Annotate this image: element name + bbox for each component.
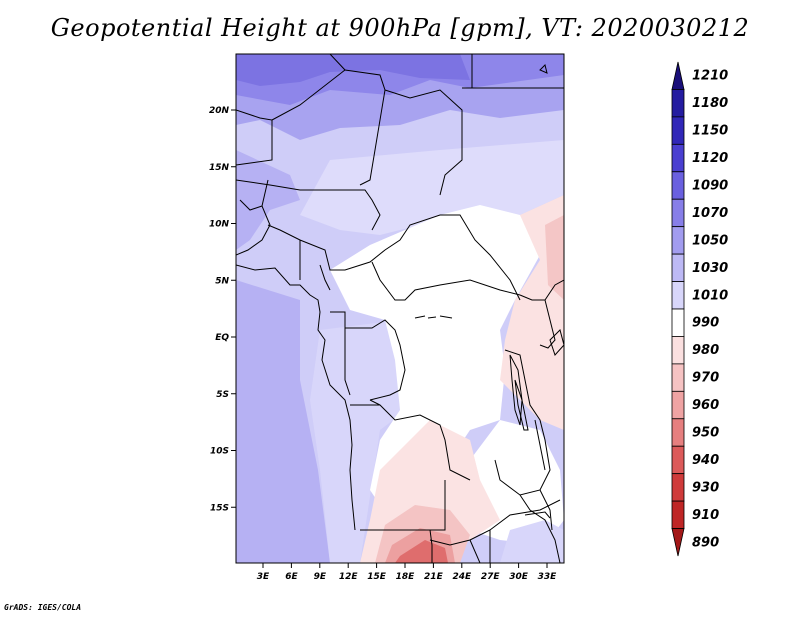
lake-outline bbox=[534, 419, 546, 471]
colorbar-label: 890 bbox=[692, 535, 719, 550]
lon-tick-label: 30E bbox=[509, 572, 529, 582]
colorbar-label: 1120 bbox=[692, 151, 728, 166]
lake-outline bbox=[509, 354, 523, 426]
lon-tick-label: 6E bbox=[285, 572, 298, 582]
lat-tick-label: 5N bbox=[215, 276, 229, 286]
colorbar-label: 1090 bbox=[692, 179, 728, 194]
colorbar-swatch bbox=[671, 143, 685, 173]
height-field bbox=[236, 54, 564, 563]
lat-tick-label: 15S bbox=[210, 503, 229, 513]
colorbar-swatch bbox=[671, 418, 685, 447]
lat-tick-label: 10N bbox=[209, 220, 230, 230]
border-line bbox=[469, 539, 481, 563]
river-marks bbox=[414, 315, 453, 319]
coast-detail bbox=[539, 64, 548, 74]
border-line bbox=[350, 404, 471, 481]
lat-tick-label: 15N bbox=[209, 163, 230, 173]
field-light-west bbox=[310, 320, 420, 563]
colorbar-swatch bbox=[671, 473, 685, 502]
colorbar-label: 940 bbox=[692, 453, 719, 468]
border-line bbox=[319, 264, 331, 291]
country-borders bbox=[236, 54, 564, 563]
colorbar-label: 980 bbox=[692, 343, 719, 358]
border-line bbox=[330, 311, 406, 401]
colorbar-label: 990 bbox=[692, 316, 719, 331]
colorbar-label: 1210 bbox=[692, 69, 728, 84]
border-line bbox=[360, 480, 446, 531]
field-west-north bbox=[236, 150, 300, 250]
lat-tick-label: 5S bbox=[216, 390, 229, 400]
lon-tick-label: 9E bbox=[314, 572, 327, 582]
colorbar-swatch bbox=[671, 390, 685, 420]
field-ocean-west bbox=[236, 280, 330, 563]
border-line bbox=[429, 529, 433, 563]
lon-tick-label: 27E bbox=[481, 572, 501, 582]
colorbar-swatch bbox=[671, 308, 685, 337]
border-line bbox=[344, 328, 351, 396]
border-line bbox=[384, 89, 463, 196]
border-line bbox=[539, 489, 553, 531]
field-neutral-interior bbox=[330, 205, 560, 520]
colorbar-label: 930 bbox=[692, 480, 719, 495]
lon-tick-label: 33E bbox=[538, 572, 558, 582]
lat-axis: 20N 15N 10N 5N EQ 5S 10S 15S bbox=[209, 106, 236, 513]
colorbar-label: 1150 bbox=[692, 124, 728, 139]
border-line bbox=[236, 199, 271, 256]
colorbar-label: 1070 bbox=[692, 206, 728, 221]
colorbar-swatch bbox=[671, 281, 685, 310]
colorbar-swatch bbox=[671, 171, 685, 200]
border-line bbox=[519, 494, 561, 563]
colorbar-swatch bbox=[671, 363, 685, 392]
colorbar-swatch bbox=[671, 116, 685, 145]
coastline bbox=[236, 264, 356, 531]
lon-tick-label: 24E bbox=[452, 572, 472, 582]
lon-tick-label: 18E bbox=[396, 572, 416, 582]
colorbar-label: 910 bbox=[692, 508, 719, 523]
lake-outline bbox=[549, 329, 564, 356]
lat-tick-label: EQ bbox=[215, 333, 229, 343]
border-line bbox=[271, 54, 346, 121]
colorbar-swatch bbox=[671, 445, 685, 475]
lat-tick-label: 10S bbox=[210, 447, 229, 457]
lon-tick-label: 12E bbox=[339, 572, 359, 582]
lake-outline bbox=[524, 511, 551, 519]
colorbar: 1210 1180 1150 1120 1090 1070 1050 1030 1010 990 9… bbox=[671, 61, 728, 557]
field-lowest-south bbox=[395, 540, 448, 563]
border-line bbox=[369, 399, 381, 406]
map-frame bbox=[235, 53, 565, 564]
field-highest-north bbox=[236, 54, 470, 86]
colorbar-label: 1010 bbox=[692, 288, 728, 303]
colorbar-label: 1180 bbox=[692, 96, 728, 111]
colorbar-swatch bbox=[671, 61, 685, 90]
lat-tick-label: 20N bbox=[209, 106, 230, 116]
colorbar-swatch bbox=[671, 500, 685, 529]
colorbar-swatch bbox=[671, 226, 685, 255]
map-title: Geopotential Height at 900hPa [gpm], VT:… bbox=[50, 14, 750, 42]
colorbar-label: 950 bbox=[692, 426, 719, 441]
border-line bbox=[236, 179, 381, 231]
lon-tick-label: 15E bbox=[367, 572, 387, 582]
colorbar-swatch bbox=[671, 336, 685, 365]
colorbar-swatch bbox=[671, 89, 685, 118]
lon-tick-label: 3E bbox=[257, 572, 270, 582]
field-southeast-patch bbox=[500, 520, 564, 563]
lake-outline bbox=[514, 379, 529, 431]
lon-axis: 3E 6E 9E 12E 15E 18E 21E 24E 27E 30E 33E bbox=[257, 563, 557, 582]
field-lower-east bbox=[545, 215, 564, 300]
colorbar-swatch bbox=[671, 198, 685, 228]
footer-credit: GrADS: IGES/COLA bbox=[4, 603, 82, 612]
colorbar-label: 960 bbox=[692, 398, 719, 413]
border-line bbox=[267, 214, 521, 301]
colorbar-label: 1050 bbox=[692, 233, 728, 248]
colorbar-swatch bbox=[671, 528, 685, 557]
colorbar-label: 970 bbox=[692, 371, 719, 386]
colorbar-label: 1030 bbox=[692, 261, 728, 276]
border-line bbox=[494, 349, 551, 496]
colorbar-swatch bbox=[671, 253, 685, 282]
border-line bbox=[371, 261, 521, 301]
lon-tick-label: 21E bbox=[424, 572, 444, 582]
border-line bbox=[261, 179, 269, 207]
